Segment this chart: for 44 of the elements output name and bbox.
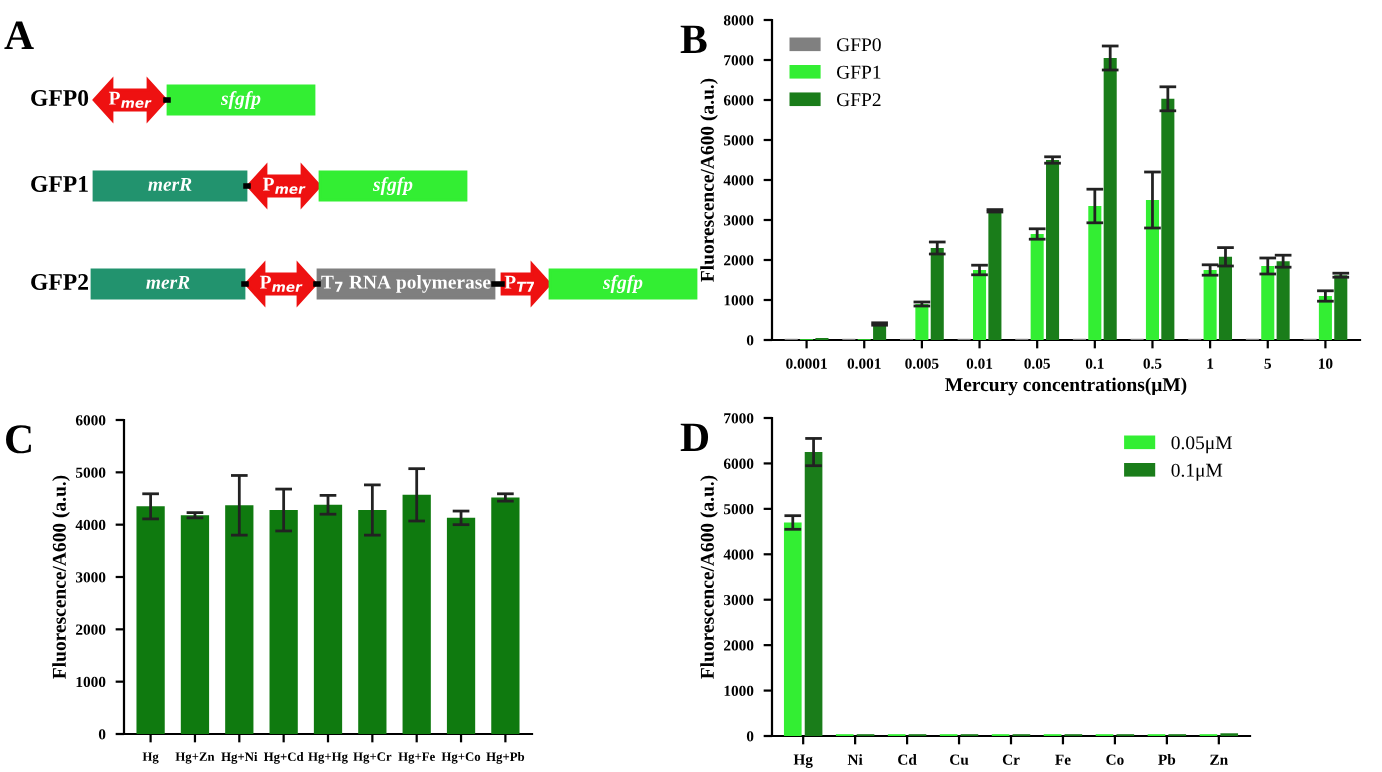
text: merR <box>146 275 190 289</box>
bar <box>973 270 987 340</box>
y-axis-title: Fluorescence/A600 (a.u.) <box>700 78 718 282</box>
text: sfgfp <box>220 91 261 109</box>
bar <box>1103 58 1117 340</box>
bar <box>915 304 929 340</box>
text: P$_{mer}$ <box>108 91 152 108</box>
bar <box>1046 160 1060 340</box>
text: GFP0 <box>31 89 89 106</box>
x-axis-title: Mercury concentrations(μM) <box>945 377 1187 396</box>
bar <box>1334 275 1348 340</box>
text: P$_{T7}$ <box>504 275 534 292</box>
bar <box>1088 206 1102 340</box>
text: sfgfp <box>372 177 413 195</box>
legend-label: 0.05μM <box>1171 436 1232 454</box>
chart-title: B <box>680 25 707 54</box>
bar <box>1318 296 1332 340</box>
chart-title: C <box>6 425 31 454</box>
legend-label: GFP1 <box>836 65 881 79</box>
text: GFP1 <box>31 176 88 192</box>
text: P$_{mer}$ <box>259 275 303 292</box>
y-axis-title: Fluorescence/A600 (a.u.) <box>52 475 70 679</box>
bar <box>1145 200 1159 340</box>
text: P$_{mer}$ <box>262 177 306 194</box>
legend-label: 0.1μM <box>1171 463 1223 481</box>
text: GFP2 <box>31 274 88 290</box>
y-axis-title: Fluorescence/A600 (a.u.) <box>700 475 718 679</box>
bar <box>804 452 823 736</box>
text: sfgfp <box>602 275 643 293</box>
chart-title: D <box>680 423 709 451</box>
text: A <box>4 21 34 49</box>
bar <box>930 248 944 340</box>
bar <box>783 522 802 736</box>
bar <box>1276 261 1290 340</box>
legend-label: GFP0 <box>836 38 881 52</box>
bar <box>1030 234 1044 340</box>
bar <box>1203 270 1217 340</box>
text: merR <box>148 177 192 191</box>
bar <box>1161 98 1175 340</box>
legend-label: GFP2 <box>836 93 881 107</box>
text: T$_{7}$ RNA polymerase <box>321 275 491 293</box>
bar <box>988 210 1002 340</box>
bar <box>1218 256 1233 340</box>
bar <box>1261 266 1275 340</box>
